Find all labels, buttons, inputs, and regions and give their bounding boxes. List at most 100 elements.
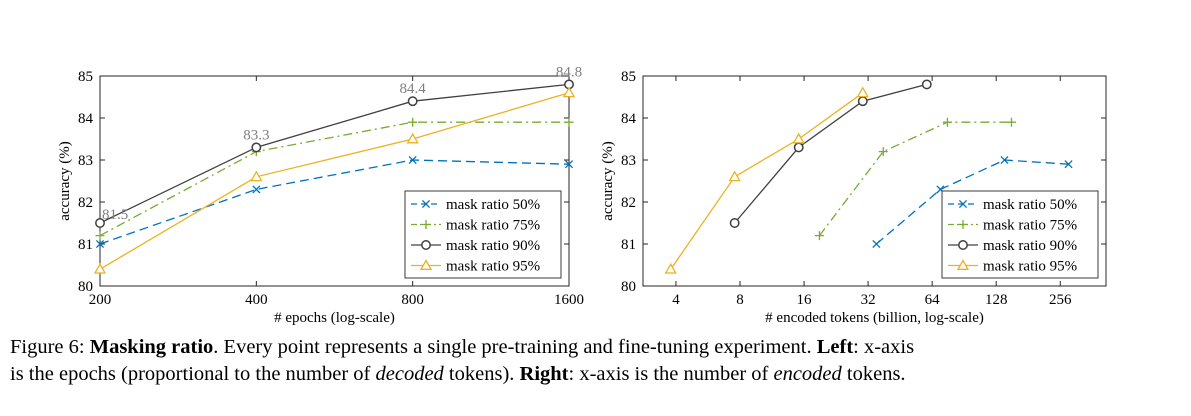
right-series-1: [872, 155, 1073, 249]
left-legend-marker: [421, 240, 431, 250]
right-y-tick-label: 85: [621, 69, 636, 85]
left-data-point: [406, 132, 419, 144]
right-legend-label: mask ratio 90%: [983, 238, 1077, 254]
caption-line-1: Figure 6: Masking ratio. Every point rep…: [10, 334, 1188, 361]
figure-caption: Figure 6: Masking ratio. Every point rep…: [10, 334, 1188, 388]
left-plot-frame: [99, 75, 570, 287]
left-y-tick-label: 80: [78, 279, 93, 295]
left-legend-marker: [421, 220, 431, 229]
left-series-line-3: [99, 83, 570, 224]
left-data-point: [252, 185, 261, 194]
right-series-line-2: [818, 121, 1012, 236]
left-series-3: [95, 79, 574, 228]
left-data-point: [564, 160, 574, 169]
right-x-tick-label: 128: [985, 292, 1008, 308]
right-legend-marker: [958, 220, 968, 229]
left-data-point: [95, 218, 105, 228]
right-x-tick-label: 16: [797, 292, 813, 308]
right-x-tick-label: 32: [861, 292, 876, 308]
right-legend-marker: [958, 199, 968, 209]
right-legend-box: [941, 190, 1099, 279]
left-data-point: [93, 262, 107, 274]
right-series-3: [729, 79, 932, 228]
caption-text-1: . Every point represents a single pre-tr…: [213, 336, 812, 358]
left-series-4: [93, 86, 576, 274]
left-y-tick-label: 83: [78, 153, 93, 169]
left-data-point: [95, 239, 105, 249]
left-legend-marker: [419, 259, 433, 270]
left-x-tick-label: 200: [89, 292, 112, 308]
left-y-tick-label: 85: [78, 69, 93, 85]
left-data-point: [250, 170, 263, 182]
caption-title: Masking ratio: [89, 336, 214, 358]
right-data-point: [921, 79, 932, 90]
left-data-point: [562, 86, 576, 98]
right-x-tick-label: 256: [1049, 292, 1072, 308]
right-plot-frame: [642, 75, 1107, 287]
right-data-point: [792, 132, 805, 144]
left-legend-label: mask ratio 50%: [446, 197, 540, 213]
caption-left-label: Left: [816, 336, 854, 358]
chart-right-encoded-tokens: 80 81 82 83 84 85 4 8 16 32 64 128 256 # encoded toke…: [600, 69, 1107, 326]
left-legend-label: mask ratio 95%: [446, 259, 540, 275]
right-y-tick-label: 80: [621, 279, 636, 295]
right-data-point: [857, 96, 868, 107]
right-x-tick-label: 8: [736, 292, 744, 308]
left-data-point: [408, 155, 417, 165]
right-data-point: [664, 262, 677, 274]
right-data-point: [856, 86, 869, 98]
caption-encoded: encoded: [773, 363, 842, 385]
left-data-label: 81.5: [102, 207, 128, 223]
left-data-label: 83.3: [243, 127, 269, 143]
left-y-tick-label: 82: [78, 195, 93, 211]
left-data-label: 84.4: [400, 81, 427, 97]
right-y-tick-label: 84: [621, 111, 637, 127]
left-y-tick-label: 84: [78, 111, 94, 127]
left-legend-label: mask ratio 90%: [446, 238, 540, 254]
left-series-1: [95, 155, 574, 249]
right-x-axis-label: # encoded tokens (billion, log-scale): [765, 310, 984, 326]
right-data-point: [942, 117, 952, 127]
right-data-point: [878, 147, 888, 157]
left-series-line-4: [99, 92, 570, 270]
left-data-point: [95, 231, 105, 241]
right-legend-label: mask ratio 95%: [983, 259, 1077, 275]
right-data-point: [814, 231, 824, 241]
right-y-axis-label: accuracy (%): [600, 141, 616, 221]
caption-text-6: tokens.: [846, 363, 906, 385]
right-series-4: [664, 86, 869, 274]
right-legend: mask ratio 50% mask ratio 75% mask ratio 9…: [941, 190, 1099, 279]
left-data-label: 84.8: [556, 64, 582, 80]
caption-right-label: Right: [519, 363, 569, 385]
right-data-point: [872, 239, 881, 249]
left-x-axis-label: # epochs (log-scale): [274, 310, 395, 326]
right-series-line-1: [875, 159, 1069, 245]
right-legend-label: mask ratio 75%: [983, 218, 1077, 234]
right-data-point: [1000, 155, 1009, 165]
right-x-tick-label: 4: [672, 292, 680, 308]
left-legend-label: mask ratio 75%: [446, 218, 540, 234]
right-legend-marker: [958, 240, 968, 250]
caption-line-2: is the epochs (proportional to the numbe…: [10, 361, 1188, 388]
left-y-tick-label: 81: [78, 237, 93, 253]
right-data-point: [1064, 160, 1073, 169]
left-y-axis-label: accuracy (%): [57, 141, 73, 221]
left-series-line-1: [99, 159, 570, 245]
right-series-2: [814, 117, 1016, 241]
right-data-point: [729, 218, 740, 228]
left-legend-box: [404, 190, 562, 279]
right-series-line-4: [670, 92, 864, 270]
caption-decoded: decoded: [375, 363, 444, 385]
right-series-line-3: [734, 83, 927, 224]
left-data-point: [564, 117, 574, 127]
caption-text-4: tokens).: [448, 363, 515, 385]
left-legend: mask ratio 50% mask ratio 75% mask ratio 9…: [404, 190, 562, 279]
caption-text-3: is the epochs (proportional to the numbe…: [10, 363, 371, 385]
caption-text-2: : x-axis: [853, 336, 915, 358]
right-data-point: [728, 170, 741, 182]
left-legend-marker: [421, 199, 431, 209]
left-data-point: [407, 96, 418, 107]
right-data-point: [1006, 117, 1016, 127]
left-x-tick-label: 1600: [554, 292, 584, 308]
